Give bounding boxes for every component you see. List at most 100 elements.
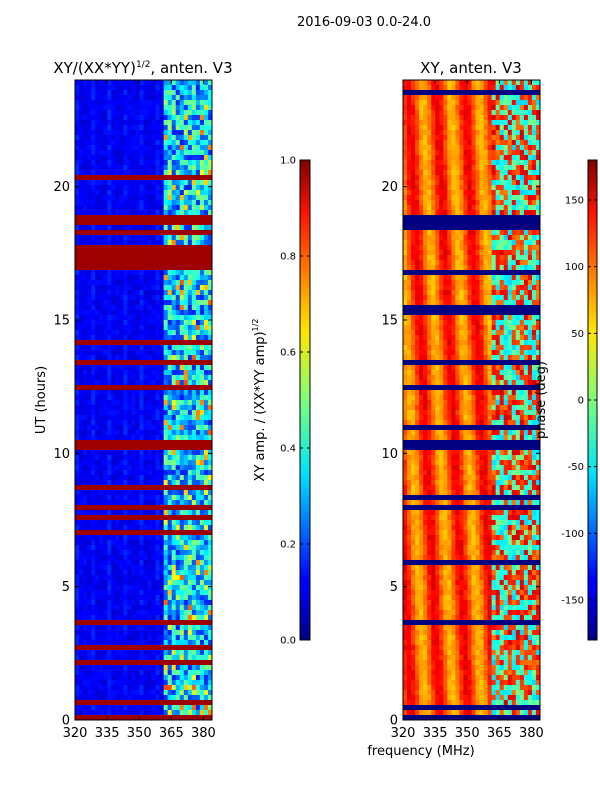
amplitude-heatmap-cell xyxy=(111,155,116,161)
amplitude-heatmap-cell xyxy=(203,545,209,551)
phase-heatmap-cell xyxy=(455,125,460,131)
amplitude-heatmap-cell xyxy=(207,420,213,426)
amplitude-heatmap-cell xyxy=(195,255,201,261)
amplitude-heatmap-cell xyxy=(147,345,152,351)
amplitude-heatmap-cell xyxy=(99,300,104,306)
amplitude-heatmap-cell xyxy=(95,645,100,651)
phase-heatmap-cell xyxy=(519,155,525,161)
amplitude-heatmap-cell xyxy=(91,345,96,351)
amplitude-heatmap-cell xyxy=(199,285,205,291)
amplitude-heatmap-cell xyxy=(139,160,144,166)
amplitude-heatmap-cell xyxy=(171,665,177,671)
amplitude-heatmap-cell xyxy=(199,400,205,406)
amplitude-heatmap-cell xyxy=(75,650,80,656)
amplitude-heatmap-cell xyxy=(207,680,213,686)
amplitude-heatmap-cell xyxy=(167,645,173,651)
phase-heatmap-cell xyxy=(499,155,505,161)
amplitude-heatmap-cell xyxy=(103,95,108,101)
phase-heatmap-cell xyxy=(419,130,424,136)
amplitude-heatmap-cell xyxy=(131,495,136,501)
amplitude-heatmap-cell xyxy=(99,280,104,286)
amplitude-heatmap-cell xyxy=(191,145,197,151)
amplitude-heatmap-cell xyxy=(131,490,136,496)
amplitude-heatmap-cell xyxy=(75,545,80,551)
phase-heatmap-cell xyxy=(451,120,456,126)
amplitude-heatmap-cell xyxy=(171,570,177,576)
amplitude-heatmap-cell xyxy=(183,380,189,386)
amplitude-heatmap-cell xyxy=(163,475,169,481)
amplitude-heatmap-cell xyxy=(99,375,104,381)
amplitude-heatmap-cell xyxy=(103,415,108,421)
phase-heatmap-cell xyxy=(519,80,525,86)
phase-heatmap-cell xyxy=(463,145,468,151)
amplitude-heatmap-cell xyxy=(159,360,165,366)
amplitude-heatmap-cell xyxy=(131,355,136,361)
amplitude-heatmap-cell xyxy=(91,570,96,576)
amplitude-heatmap-cell xyxy=(119,240,124,246)
phase-heatmap-cell xyxy=(463,105,468,111)
amplitude-heatmap-cell xyxy=(107,260,112,266)
amplitude-heatmap-cell xyxy=(99,340,104,346)
amplitude-heatmap-cell xyxy=(175,615,181,621)
amplitude-heatmap-cell xyxy=(179,535,185,541)
amplitude-heatmap-cell xyxy=(139,115,144,121)
phase-heatmap-cell xyxy=(535,145,541,151)
amplitude-heatmap-cell xyxy=(131,620,136,626)
amplitude-heatmap-cell xyxy=(151,160,156,166)
amplitude-heatmap-cell xyxy=(135,645,140,651)
amplitude-heatmap-cell xyxy=(147,195,152,201)
amplitude-heatmap-cell xyxy=(203,220,209,226)
amplitude-heatmap-cell xyxy=(123,330,128,336)
amplitude-heatmap-cell xyxy=(95,635,100,641)
amplitude-heatmap-cell xyxy=(99,205,104,211)
amplitude-heatmap-cell xyxy=(155,190,161,196)
amplitude-heatmap-cell xyxy=(87,365,92,371)
amplitude-heatmap-cell xyxy=(183,195,189,201)
amplitude-heatmap-cell xyxy=(179,290,185,296)
amplitude-heatmap-cell xyxy=(139,315,144,321)
amplitude-heatmap-cell xyxy=(115,90,120,96)
amplitude-heatmap-cell xyxy=(167,420,173,426)
amplitude-heatmap-cell xyxy=(123,665,128,671)
amplitude-heatmap-cell xyxy=(167,120,173,126)
amplitude-heatmap-cell xyxy=(175,205,181,211)
amplitude-heatmap-cell xyxy=(179,185,185,191)
amplitude-heatmap-cell xyxy=(95,190,100,196)
amplitude-heatmap-cell xyxy=(111,385,116,391)
amplitude-heatmap-cell xyxy=(179,370,185,376)
amplitude-heatmap-cell xyxy=(111,540,116,546)
amplitude-heatmap-cell xyxy=(99,130,104,136)
amplitude-heatmap-cell xyxy=(203,480,209,486)
phase-heatmap-cell xyxy=(503,85,509,91)
amplitude-heatmap-cell xyxy=(103,130,108,136)
phase-heatmap-cell xyxy=(431,120,436,126)
phase-heatmap-cell xyxy=(415,155,420,161)
amplitude-heatmap-cell xyxy=(79,515,84,521)
amplitude-heatmap-cell xyxy=(115,150,120,156)
phase-heatmap-cell xyxy=(447,125,452,131)
amplitude-heatmap-cell xyxy=(115,710,120,716)
phase-heatmap-cell xyxy=(451,95,456,101)
amplitude-heatmap-cell xyxy=(135,175,140,181)
phase-heatmap-cell xyxy=(515,115,521,121)
amplitude-heatmap-cell xyxy=(111,145,116,151)
amplitude-heatmap-cell xyxy=(203,580,209,586)
amplitude-heatmap-cell xyxy=(119,615,124,621)
amplitude-heatmap-cell xyxy=(115,325,120,331)
amplitude-heatmap-cell xyxy=(103,290,108,296)
amplitude-heatmap-cell xyxy=(187,345,193,351)
amplitude-heatmap-cell xyxy=(127,200,132,206)
phase-heatmap-cell xyxy=(451,130,456,136)
phase-heatmap-cell xyxy=(435,110,440,116)
phase-heatmap-cell xyxy=(503,140,509,146)
amplitude-heatmap-cell xyxy=(99,195,104,201)
phase-heatmap-cell xyxy=(467,160,472,166)
amplitude-heatmap-cell xyxy=(203,425,209,431)
amplitude-heatmap-cell xyxy=(139,670,144,676)
amplitude-heatmap-cell xyxy=(183,115,189,121)
amplitude-heatmap-cell xyxy=(119,465,124,471)
amplitude-heatmap-cell xyxy=(167,260,173,266)
amplitude-heatmap-cell xyxy=(167,710,173,716)
amplitude-heatmap-cell xyxy=(179,580,185,586)
amplitude-heatmap-cell xyxy=(187,510,193,516)
